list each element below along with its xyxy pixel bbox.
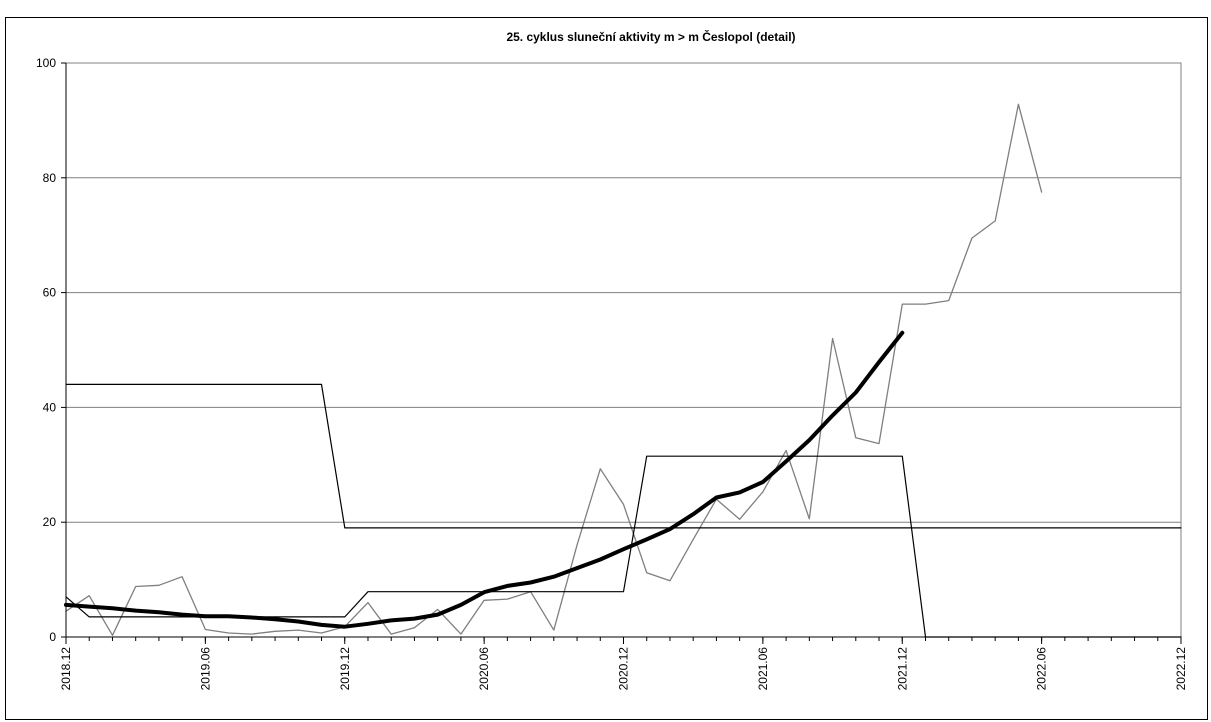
axes: 0 20 40 60 80 100 2018.12 2019.06 2019.12 2020.06… bbox=[36, 56, 1188, 690]
x-tick-label: 2022.12 bbox=[1174, 647, 1188, 691]
series-line-3 bbox=[65, 455, 1182, 638]
gridlines bbox=[66, 177, 1181, 523]
x-tick-label: 2020.06 bbox=[477, 647, 491, 691]
series-line-1 bbox=[65, 103, 1043, 636]
chart-title: 25. cyklus sluneční aktivity m > m Česlo… bbox=[506, 29, 795, 44]
y-tick-label: 0 bbox=[49, 630, 56, 644]
x-tick-label: 2019.12 bbox=[338, 647, 352, 691]
x-tick-label: 2018.12 bbox=[59, 647, 73, 691]
y-tick-label: 60 bbox=[43, 286, 57, 300]
y-tick-label: 80 bbox=[43, 171, 57, 185]
x-tick-label: 2019.06 bbox=[198, 647, 212, 691]
x-tick-label: 2021.12 bbox=[895, 647, 909, 691]
y-tick-label: 20 bbox=[43, 515, 57, 529]
series-layer bbox=[64, 103, 1182, 638]
series-line-4 bbox=[65, 383, 1182, 529]
series-line-2 bbox=[64, 330, 905, 629]
x-tick-label: 2022.06 bbox=[1035, 647, 1049, 691]
x-tick-label: 2021.06 bbox=[756, 647, 770, 691]
y-tick-label: 100 bbox=[36, 56, 56, 70]
chart-frame bbox=[5, 17, 1208, 720]
x-tick-label: 2020.12 bbox=[617, 647, 631, 691]
y-tick-label: 40 bbox=[43, 400, 57, 414]
